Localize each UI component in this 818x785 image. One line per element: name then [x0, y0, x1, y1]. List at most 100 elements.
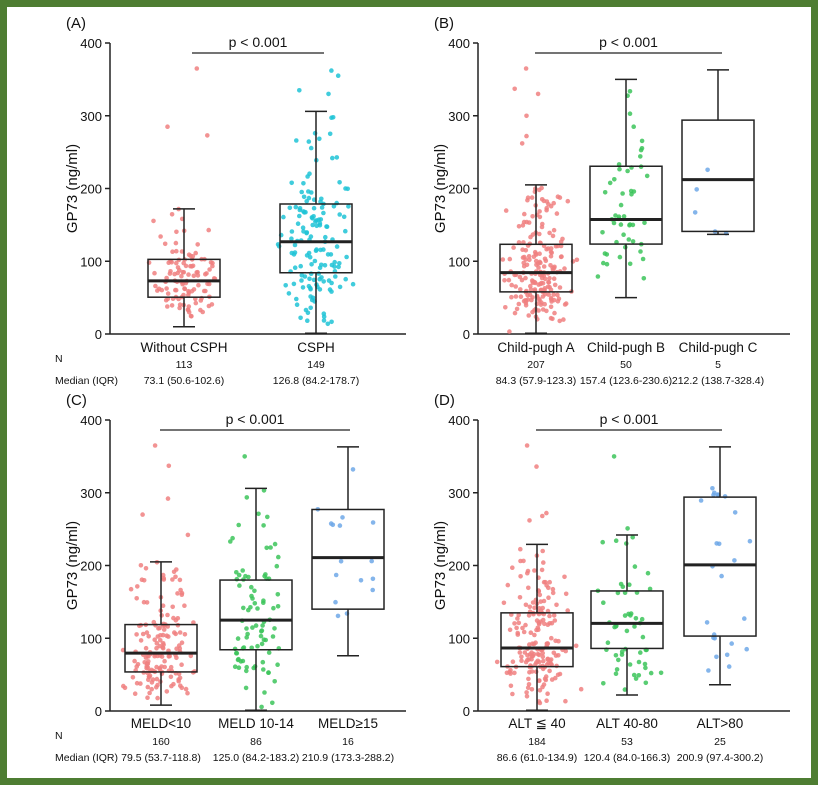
data-point: [272, 541, 278, 547]
data-point: [544, 207, 549, 213]
data-point: [528, 283, 533, 289]
data-point: [234, 570, 239, 575]
data-point: [307, 254, 313, 260]
data-point: [552, 618, 558, 623]
data-point: [256, 511, 261, 517]
data-point: [541, 579, 547, 585]
data-point: [550, 233, 556, 239]
data-point: [560, 236, 565, 242]
data-point: [241, 605, 246, 611]
data-point: [293, 204, 299, 210]
data-point: [742, 616, 747, 621]
data-point: [547, 613, 552, 619]
box: [500, 612, 574, 668]
data-point: [640, 634, 646, 640]
data-point: [539, 567, 545, 573]
median-iqr-value: 73.1 (50.6-102.6): [144, 375, 225, 387]
data-point: [337, 284, 343, 290]
data-point: [506, 277, 512, 283]
n-value: 184: [528, 736, 546, 748]
data-point: [134, 596, 139, 601]
data-point: [149, 680, 155, 685]
median-iqr-value: 126.8 (84.2-178.7): [273, 375, 359, 387]
data-point: [633, 616, 639, 621]
data-point: [516, 224, 522, 229]
data-point: [527, 518, 532, 523]
data-point: [505, 582, 511, 588]
data-point: [271, 605, 276, 611]
data-point: [513, 294, 519, 299]
data-point: [154, 641, 160, 646]
data-point: [236, 572, 242, 578]
data-point: [185, 690, 190, 696]
y-tick-label: 100: [80, 254, 102, 269]
data-point: [542, 256, 548, 262]
data-point: [519, 141, 525, 146]
data-point: [600, 539, 605, 545]
data-point: [338, 559, 344, 564]
y-tick-label: 400: [448, 36, 470, 51]
x-tick-label: Child-pugh B: [587, 340, 665, 355]
y-tick-label: 300: [448, 486, 470, 501]
data-point: [249, 584, 254, 590]
data-point: [729, 641, 734, 646]
data-point: [541, 682, 547, 687]
median-iqr-value: 210.9 (173.3-288.2): [302, 752, 394, 764]
data-point: [234, 651, 239, 656]
data-point: [308, 305, 314, 311]
data-point: [537, 298, 542, 303]
data-point: [578, 686, 584, 692]
data-point: [511, 245, 516, 250]
y-tick-label: 400: [80, 36, 102, 51]
significance-label: p < 0.001: [600, 411, 659, 427]
data-point: [595, 274, 601, 279]
data-point: [159, 654, 165, 659]
y-tick-label: 300: [448, 109, 470, 124]
chart-panel-2: (B) GP73 (ng/ml) 0 100 200 300 400 p < 0.001 Chi…: [432, 15, 790, 387]
data-point: [533, 640, 538, 645]
y-axis-label: GP73 (ng/ml): [432, 521, 449, 610]
box: [590, 590, 664, 650]
box: [499, 243, 573, 293]
data-point: [309, 297, 315, 303]
data-point: [520, 625, 525, 631]
data-point: [336, 264, 341, 270]
data-point: [503, 305, 508, 310]
n-value: 25: [714, 736, 726, 748]
data-point: [724, 652, 730, 658]
data-point: [555, 672, 561, 678]
data-point: [545, 691, 550, 696]
data-point: [329, 319, 334, 325]
data-point: [303, 209, 308, 215]
data-point: [143, 655, 149, 660]
data-point: [530, 600, 536, 605]
data-point: [544, 698, 549, 703]
data-point: [289, 250, 295, 256]
data-point: [732, 510, 738, 515]
data-point: [194, 66, 200, 71]
data-point: [520, 223, 526, 228]
data-point: [308, 285, 313, 291]
data-point: [152, 443, 158, 448]
data-point: [529, 669, 535, 674]
data-point: [206, 227, 211, 233]
data-point: [297, 88, 302, 93]
data-point: [544, 583, 549, 588]
data-point: [322, 263, 328, 268]
data-point: [186, 272, 191, 277]
significance-label: p < 0.001: [226, 411, 285, 427]
n-value: 53: [621, 736, 633, 748]
data-point: [179, 640, 185, 645]
data-point: [512, 670, 517, 676]
data-point: [333, 572, 339, 578]
data-point: [298, 315, 303, 321]
data-point: [134, 632, 139, 637]
data-point: [518, 546, 523, 552]
data-point: [181, 292, 186, 298]
data-point: [547, 668, 552, 674]
y-tick-label: 0: [463, 327, 470, 342]
data-point: [627, 223, 632, 228]
data-point: [265, 514, 270, 520]
data-point: [523, 622, 528, 628]
data-point: [252, 601, 258, 606]
